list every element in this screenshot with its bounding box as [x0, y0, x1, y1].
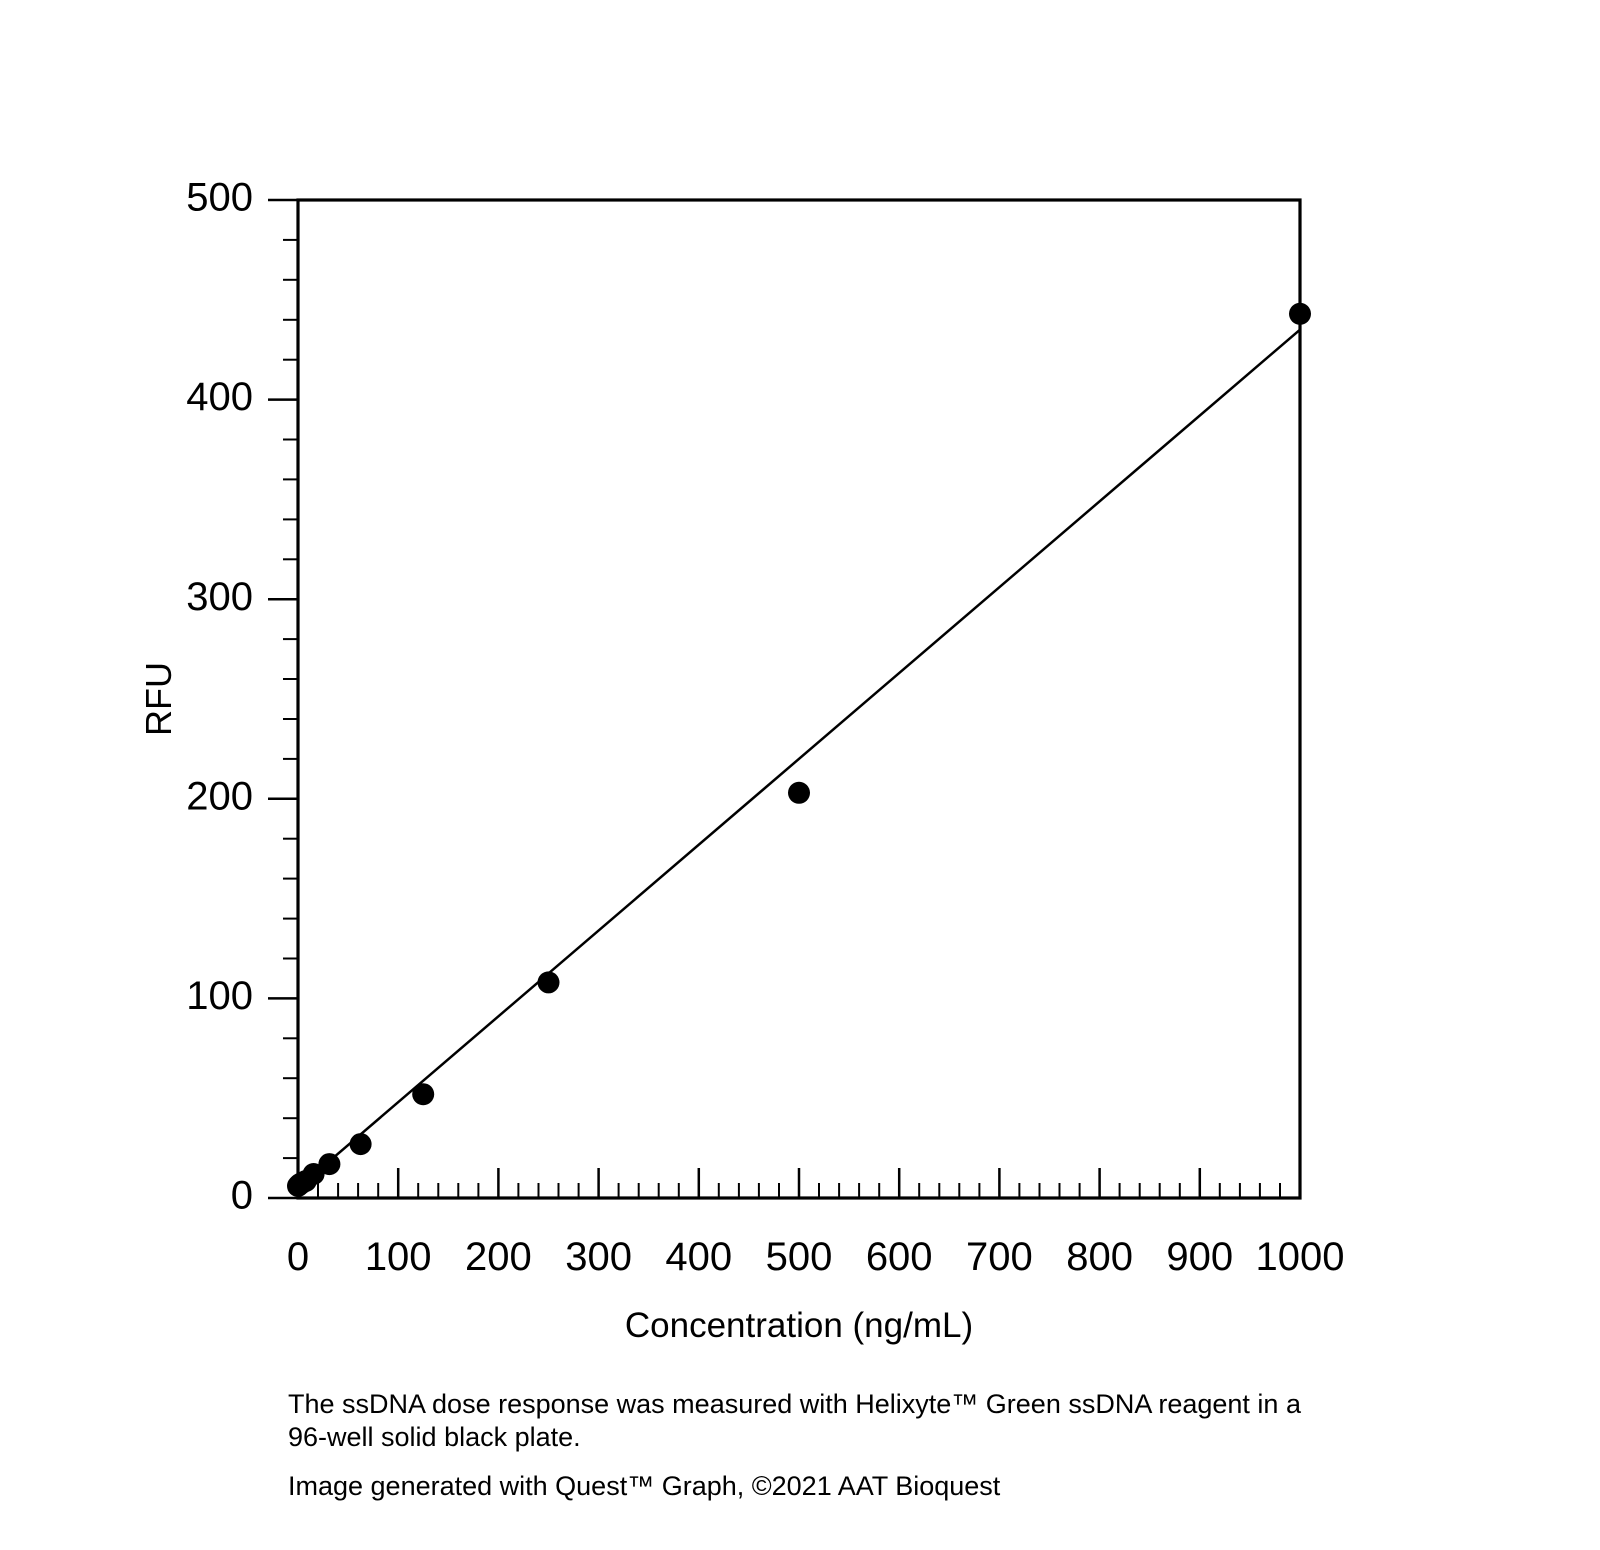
svg-text:1000: 1000 [1256, 1235, 1345, 1279]
svg-text:Concentration (ng/mL): Concentration (ng/mL) [625, 1306, 973, 1345]
svg-text:400: 400 [665, 1235, 732, 1279]
svg-text:600: 600 [866, 1235, 933, 1279]
svg-text:800: 800 [1066, 1235, 1133, 1279]
svg-text:300: 300 [565, 1235, 632, 1279]
svg-text:0: 0 [287, 1235, 309, 1279]
svg-text:900: 900 [1166, 1235, 1233, 1279]
svg-text:400: 400 [186, 375, 253, 419]
svg-text:700: 700 [966, 1235, 1033, 1279]
svg-text:300: 300 [186, 575, 253, 619]
svg-text:RFU: RFU [138, 662, 179, 736]
svg-text:500: 500 [186, 176, 253, 220]
svg-text:200: 200 [186, 774, 253, 818]
svg-text:100: 100 [365, 1235, 432, 1279]
svg-text:0: 0 [231, 1174, 253, 1218]
svg-text:500: 500 [766, 1235, 833, 1279]
svg-text:200: 200 [465, 1235, 532, 1279]
svg-text:100: 100 [186, 974, 253, 1018]
